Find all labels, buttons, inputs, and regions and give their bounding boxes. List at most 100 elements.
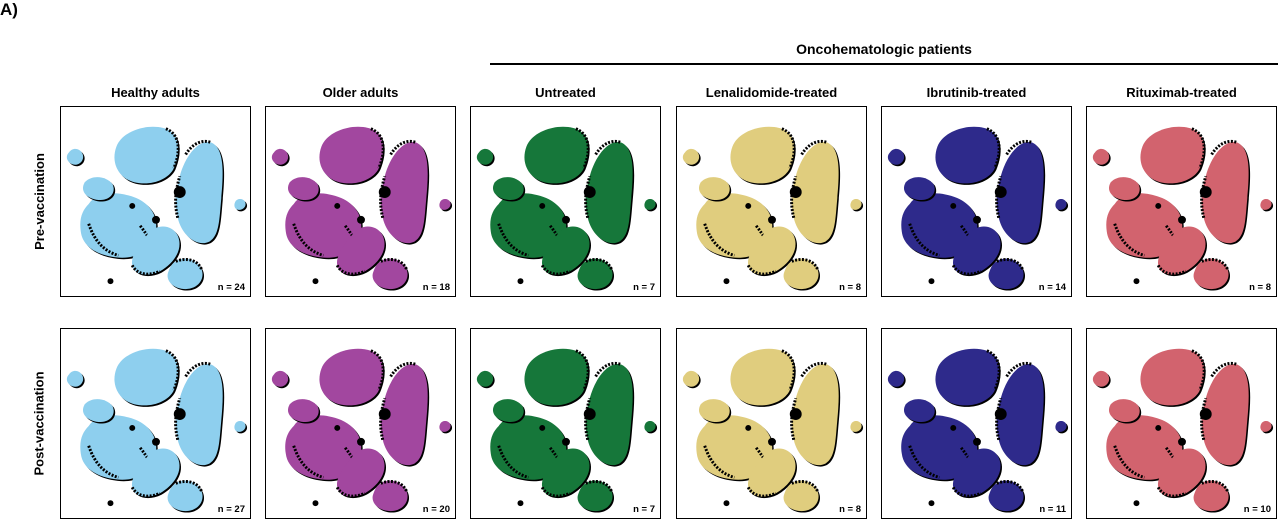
right-cluster bbox=[175, 364, 223, 466]
top-left-cluster bbox=[730, 126, 795, 184]
right-dot-cluster bbox=[234, 199, 246, 210]
dark-speck-1 bbox=[1199, 408, 1212, 421]
sample-count-label: n = 18 bbox=[422, 282, 450, 293]
dark-speck-3 bbox=[517, 500, 524, 507]
sample-count-label: n = 24 bbox=[217, 282, 245, 293]
row-label-wrap-post-vaccination: Post-vaccination bbox=[26, 328, 52, 519]
left-tip-cluster bbox=[682, 148, 700, 165]
center-cluster-edge bbox=[746, 264, 777, 276]
right-dot-cluster bbox=[1260, 421, 1272, 432]
top-left-cluster-edge bbox=[575, 349, 590, 391]
bottom-cluster-edge bbox=[175, 258, 203, 270]
right-cluster bbox=[791, 364, 839, 466]
top-left-cluster-edge bbox=[781, 349, 796, 391]
top-left-cluster bbox=[319, 348, 384, 406]
center-cluster-edge bbox=[951, 264, 982, 276]
bottom-cluster-edge bbox=[791, 480, 819, 492]
bottom-cluster-edge bbox=[996, 480, 1024, 492]
dark-speck-1 bbox=[583, 186, 596, 199]
umap-plot bbox=[1092, 348, 1274, 513]
group-bracket-line bbox=[490, 63, 1278, 65]
group-title: Oncohematologic patients bbox=[796, 41, 972, 57]
dark-speck-3 bbox=[312, 278, 319, 285]
right-cluster bbox=[380, 142, 428, 244]
umap-plot bbox=[271, 126, 453, 291]
bottom-cluster-edge bbox=[791, 258, 819, 270]
left-small-cluster bbox=[698, 399, 730, 423]
dark-speck-1 bbox=[378, 186, 391, 199]
dark-speck-2 bbox=[1178, 437, 1186, 446]
right-dot-cluster bbox=[1055, 199, 1067, 210]
umap-plot bbox=[476, 126, 658, 291]
bottom-cluster bbox=[783, 480, 819, 512]
dark-speck-2 bbox=[1178, 215, 1186, 224]
bottom-cluster-edge bbox=[1201, 480, 1229, 492]
left-tip-cluster bbox=[271, 148, 289, 165]
sample-count-label: n = 8 bbox=[839, 282, 861, 293]
bottom-cluster bbox=[1193, 258, 1229, 290]
bottom-cluster bbox=[988, 480, 1024, 512]
dark-speck-1 bbox=[994, 408, 1007, 421]
center-cluster-edge bbox=[951, 486, 982, 498]
dark-speck-2 bbox=[768, 437, 776, 446]
right-cluster bbox=[1201, 364, 1249, 466]
left-tip-cluster bbox=[682, 370, 700, 387]
left-small-cluster bbox=[1108, 399, 1140, 423]
umap-panel-lenalidomide-treated-post-vaccination: n = 8 bbox=[676, 328, 867, 519]
center-cluster-edge bbox=[130, 264, 161, 276]
sample-count-label: n = 27 bbox=[217, 504, 245, 515]
bottom-cluster-edge bbox=[175, 480, 203, 492]
dark-speck-3 bbox=[1133, 278, 1140, 285]
sample-count-label: n = 10 bbox=[1243, 504, 1271, 515]
center-cluster bbox=[952, 448, 1001, 497]
top-left-cluster bbox=[114, 348, 179, 406]
left-small-cluster bbox=[82, 399, 114, 423]
right-dot-cluster bbox=[234, 421, 246, 432]
umap-panel-rituximab-treated-pre-vaccination: n = 8 bbox=[1086, 106, 1277, 297]
center-cluster bbox=[1157, 448, 1206, 497]
right-dot-cluster bbox=[850, 421, 862, 432]
top-left-cluster-edge bbox=[986, 127, 1001, 169]
dark-speck-1 bbox=[789, 408, 802, 421]
top-left-cluster-edge bbox=[370, 349, 385, 391]
right-cluster bbox=[1201, 142, 1249, 244]
top-left-cluster bbox=[114, 126, 179, 184]
dark-speck-2 bbox=[357, 437, 365, 446]
dark-speck-2 bbox=[768, 215, 776, 224]
bottom-cluster-edge bbox=[996, 258, 1024, 270]
bottom-cluster-edge bbox=[585, 258, 613, 270]
left-small-cluster bbox=[287, 177, 319, 201]
dark-speck-3 bbox=[723, 500, 730, 507]
umap-panel-untreated-pre-vaccination: n = 7 bbox=[470, 106, 661, 297]
dark-speck-3 bbox=[107, 278, 114, 285]
top-left-cluster bbox=[730, 348, 795, 406]
umap-plot bbox=[682, 126, 864, 291]
dark-speck-1 bbox=[994, 186, 1007, 199]
sample-count-label: n = 8 bbox=[1249, 282, 1271, 293]
center-cluster-edge bbox=[335, 264, 366, 276]
umap-plot bbox=[682, 348, 864, 513]
dark-speck-4 bbox=[334, 424, 341, 431]
dark-speck-4 bbox=[129, 202, 136, 209]
umap-panel-older-adults-pre-vaccination: n = 18 bbox=[265, 106, 456, 297]
bottom-cluster bbox=[372, 258, 408, 290]
left-small-cluster bbox=[492, 177, 524, 201]
sample-count-label: n = 11 bbox=[1039, 504, 1066, 515]
bottom-cluster-edge bbox=[380, 258, 408, 270]
center-cluster-edge bbox=[1156, 486, 1187, 498]
bottom-cluster bbox=[988, 258, 1024, 290]
umap-panel-healthy-adults-pre-vaccination: n = 24 bbox=[60, 106, 251, 297]
top-left-cluster-edge bbox=[1191, 127, 1206, 169]
umap-panel-lenalidomide-treated-pre-vaccination: n = 8 bbox=[676, 106, 867, 297]
dark-speck-1 bbox=[789, 186, 802, 199]
center-cluster-edge bbox=[540, 486, 571, 498]
center-cluster bbox=[1157, 226, 1206, 275]
right-dot-cluster bbox=[1055, 421, 1067, 432]
umap-plot bbox=[887, 348, 1069, 513]
umap-panel-older-adults-post-vaccination: n = 20 bbox=[265, 328, 456, 519]
center-cluster bbox=[952, 226, 1001, 275]
dark-speck-2 bbox=[152, 437, 160, 446]
column-header-untreated: Untreated bbox=[535, 85, 596, 100]
row-label-wrap-pre-vaccination: Pre-vaccination bbox=[26, 106, 52, 297]
bottom-cluster-edge bbox=[380, 480, 408, 492]
